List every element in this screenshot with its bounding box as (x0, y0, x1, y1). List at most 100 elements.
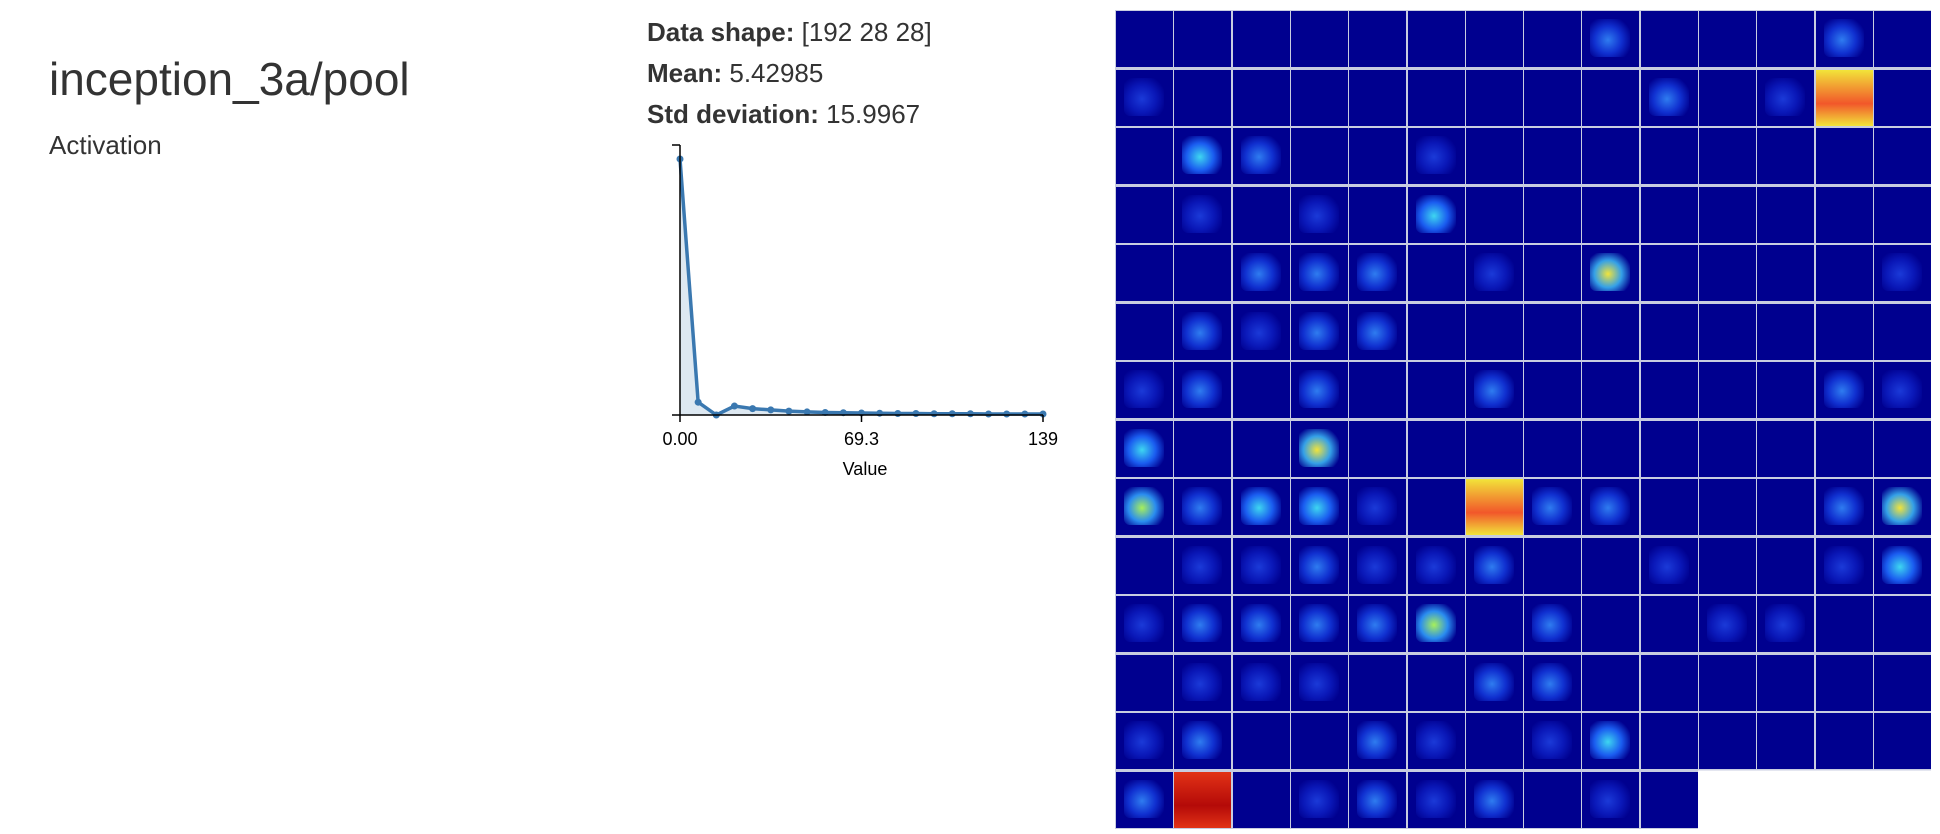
activation-channel-cell[interactable] (1407, 479, 1465, 535)
activation-channel-cell[interactable] (1349, 69, 1407, 126)
activation-channel-cell[interactable] (1699, 537, 1756, 594)
activation-channel-cell[interactable] (1116, 186, 1173, 243)
activation-channel-cell[interactable] (1757, 186, 1815, 243)
activation-channel-cell[interactable] (1465, 420, 1523, 477)
activation-channel-cell[interactable] (1407, 186, 1465, 243)
activation-channel-cell[interactable] (1873, 420, 1931, 477)
activation-channel-cell[interactable] (1699, 479, 1756, 535)
activation-channel-cell[interactable] (1174, 186, 1232, 243)
activation-channel-cell[interactable] (1873, 245, 1931, 301)
activation-channel-cell[interactable] (1465, 11, 1523, 67)
activation-channel-cell[interactable] (1232, 713, 1290, 769)
activation-channel-cell[interactable] (1815, 245, 1873, 301)
activation-channel-cell[interactable] (1407, 713, 1465, 769)
activation-channel-cell[interactable] (1699, 713, 1756, 769)
activation-channel-cell[interactable] (1465, 713, 1523, 769)
activation-channel-cell[interactable] (1407, 69, 1465, 126)
activation-channel-cell[interactable] (1873, 479, 1931, 535)
activation-channel-cell[interactable] (1465, 362, 1523, 418)
activation-channel-cell[interactable] (1407, 654, 1465, 711)
activation-channel-cell[interactable] (1873, 303, 1931, 360)
activation-channel-cell[interactable] (1116, 362, 1173, 418)
activation-channel-cell[interactable] (1465, 69, 1523, 126)
activation-channel-cell[interactable] (1582, 11, 1640, 67)
activation-channel-cell[interactable] (1582, 128, 1640, 184)
activation-channel-cell[interactable] (1349, 128, 1407, 184)
activation-channel-cell[interactable] (1699, 69, 1756, 126)
activation-channel-cell[interactable] (1232, 537, 1290, 594)
activation-channel-cell[interactable] (1524, 69, 1582, 126)
activation-channel-cell[interactable] (1640, 654, 1698, 711)
activation-channel-cell[interactable] (1757, 654, 1815, 711)
activation-channel-cell[interactable] (1349, 420, 1407, 477)
activation-channel-cell[interactable] (1116, 11, 1173, 67)
activation-channel-cell[interactable] (1174, 11, 1232, 67)
activation-channel-cell[interactable] (1116, 654, 1173, 711)
activation-channel-cell[interactable] (1116, 713, 1173, 769)
activation-channel-cell[interactable] (1524, 245, 1582, 301)
activation-channel-cell[interactable] (1699, 596, 1756, 652)
activation-channel-cell[interactable] (1407, 362, 1465, 418)
activation-channel-cell[interactable] (1757, 713, 1815, 769)
activation-channel-cell[interactable] (1699, 362, 1756, 418)
activation-channel-cell[interactable] (1815, 303, 1873, 360)
activation-channel-cell[interactable] (1290, 245, 1348, 301)
activation-channel-cell[interactable] (1699, 303, 1756, 360)
activation-channel-cell[interactable] (1524, 654, 1582, 711)
activation-channel-cell[interactable] (1174, 654, 1232, 711)
activation-channel-cell[interactable] (1815, 362, 1873, 418)
activation-channel-cell[interactable] (1116, 245, 1173, 301)
activation-channel-cell[interactable] (1174, 128, 1232, 184)
activation-channel-cell[interactable] (1465, 479, 1523, 535)
activation-channel-cell[interactable] (1465, 245, 1523, 301)
activation-channel-cell[interactable] (1290, 596, 1348, 652)
activation-channel-cell[interactable] (1407, 303, 1465, 360)
activation-channel-cell[interactable] (1290, 713, 1348, 769)
activation-channel-cell[interactable] (1582, 713, 1640, 769)
activation-channel-cell[interactable] (1524, 186, 1582, 243)
activation-channel-cell[interactable] (1232, 420, 1290, 477)
activation-channel-cell[interactable] (1815, 186, 1873, 243)
activation-channel-cell[interactable] (1873, 69, 1931, 126)
activation-channel-cell[interactable] (1232, 479, 1290, 535)
activation-channel-cell[interactable] (1465, 303, 1523, 360)
activation-channel-cell[interactable] (1349, 479, 1407, 535)
activation-channel-cell[interactable] (1232, 654, 1290, 711)
activation-channel-cell[interactable] (1290, 303, 1348, 360)
activation-channel-cell[interactable] (1407, 245, 1465, 301)
activation-channel-cell[interactable] (1640, 713, 1698, 769)
activation-channel-cell[interactable] (1232, 186, 1290, 243)
activation-channel-cell[interactable] (1640, 362, 1698, 418)
activation-channel-cell[interactable] (1524, 596, 1582, 652)
activation-channel-cell[interactable] (1873, 713, 1931, 769)
activation-channel-cell[interactable] (1815, 654, 1873, 711)
activation-channel-cell[interactable] (1465, 128, 1523, 184)
activation-channel-cell[interactable] (1290, 537, 1348, 594)
activation-channel-cell[interactable] (1290, 11, 1348, 67)
activation-channel-cell[interactable] (1815, 596, 1873, 652)
activation-channel-cell[interactable] (1349, 186, 1407, 243)
activation-channel-cell[interactable] (1524, 771, 1582, 828)
activation-channel-cell[interactable] (1640, 537, 1698, 594)
activation-channel-cell[interactable] (1465, 537, 1523, 594)
activation-channel-cell[interactable] (1757, 479, 1815, 535)
activation-channel-cell[interactable] (1640, 596, 1698, 652)
activation-channel-cell[interactable] (1582, 771, 1640, 828)
activation-channel-cell[interactable] (1465, 771, 1523, 828)
activation-channel-cell[interactable] (1524, 713, 1582, 769)
activation-channel-cell[interactable] (1116, 128, 1173, 184)
activation-channel-cell[interactable] (1232, 596, 1290, 652)
activation-channel-cell[interactable] (1757, 537, 1815, 594)
activation-channel-cell[interactable] (1174, 303, 1232, 360)
activation-channel-cell[interactable] (1640, 69, 1698, 126)
activation-channel-cell[interactable] (1290, 654, 1348, 711)
activation-channel-cell[interactable] (1407, 596, 1465, 652)
activation-channel-cell[interactable] (1873, 537, 1931, 594)
activation-channel-cell[interactable] (1815, 537, 1873, 594)
activation-channel-cell[interactable] (1524, 362, 1582, 418)
activation-channel-cell[interactable] (1349, 11, 1407, 67)
activation-channel-cell[interactable] (1873, 362, 1931, 418)
activation-channel-cell[interactable] (1640, 771, 1698, 828)
activation-channel-cell[interactable] (1873, 186, 1931, 243)
activation-channel-cell[interactable] (1349, 537, 1407, 594)
